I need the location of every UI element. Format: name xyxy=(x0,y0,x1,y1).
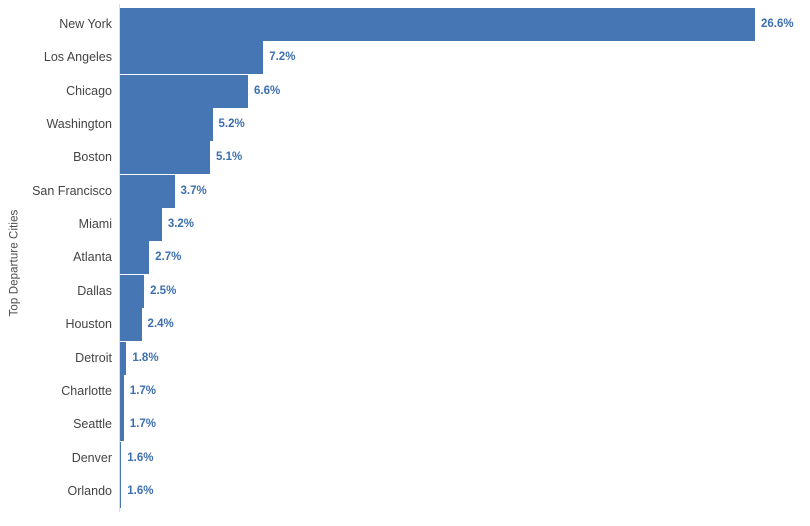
bar[interactable] xyxy=(120,408,124,442)
category-label: Washington xyxy=(46,117,112,132)
category-label: Seattle xyxy=(73,417,112,432)
category-label: Dallas xyxy=(77,283,112,298)
bar-row: Los Angeles 7.2% xyxy=(0,41,810,75)
bar-row: Chicago 6.6% xyxy=(0,74,810,108)
bar-value-label: 1.6% xyxy=(127,484,154,497)
bar-row: Detroit 1.8% xyxy=(0,341,810,375)
category-label: San Francisco xyxy=(32,183,112,198)
bar-row: Dallas 2.5% xyxy=(0,274,810,308)
bar-value-label: 1.8% xyxy=(132,351,159,364)
bar-value-label: 5.2% xyxy=(218,118,245,131)
category-label: Denver xyxy=(71,450,112,465)
bar-value-label: 2.4% xyxy=(147,318,174,331)
bar[interactable] xyxy=(120,441,122,475)
bar-value-label: 7.2% xyxy=(269,51,296,64)
bar-value-label: 3.2% xyxy=(167,218,195,231)
category-label: Orlando xyxy=(67,483,112,498)
category-label: Houston xyxy=(65,317,112,332)
category-label: Charlotte xyxy=(61,383,112,398)
bar-value-label: 2.7% xyxy=(155,251,182,264)
bar[interactable] xyxy=(120,341,127,375)
category-label: Atlanta xyxy=(73,250,112,265)
bar-value-label: 1.7% xyxy=(129,418,157,431)
bar-value-label: 3.7% xyxy=(180,184,207,197)
bar-row: Boston 5.1% xyxy=(0,141,810,175)
bar[interactable] xyxy=(120,474,122,508)
category-label: New York xyxy=(59,17,112,31)
bar-value-label: 26.6% xyxy=(761,18,794,30)
category-label: Chicago xyxy=(66,83,112,98)
bar-row: Washington 5.2% xyxy=(0,108,810,142)
y-axis-line xyxy=(119,4,120,512)
bar[interactable] xyxy=(120,374,124,408)
bar-row: Seattle 1.7% xyxy=(0,408,810,442)
bar-row: Denver 1.6% xyxy=(0,441,810,475)
bar-row: New York 26.6% xyxy=(0,8,810,41)
bar-value-label: 2.5% xyxy=(150,284,177,297)
bar[interactable] xyxy=(120,141,210,175)
category-label: Los Angeles xyxy=(43,50,112,65)
bar-row: Charlotte 1.7% xyxy=(0,374,810,408)
category-label: Detroit xyxy=(75,350,112,365)
bar[interactable] xyxy=(120,41,264,75)
bar[interactable] xyxy=(120,174,175,208)
bar-value-label: 6.6% xyxy=(254,84,281,97)
category-label: Boston xyxy=(73,150,112,165)
bar[interactable] xyxy=(120,8,755,41)
bar-value-label: 1.6% xyxy=(127,451,154,464)
bar-row: Orlando 1.6% xyxy=(0,474,810,508)
bar-row: Houston 2.4% xyxy=(0,308,810,342)
bar[interactable] xyxy=(120,108,213,142)
bar[interactable] xyxy=(120,274,145,308)
bar[interactable] xyxy=(120,308,142,342)
bar-row: Miami 3.2% xyxy=(0,208,810,242)
bar-row: San Francisco 3.7% xyxy=(0,174,810,208)
bar-value-label: 1.7% xyxy=(129,384,157,397)
category-label: Miami xyxy=(78,217,112,232)
bar[interactable] xyxy=(120,241,150,275)
bar[interactable] xyxy=(120,208,162,242)
bar-row: Atlanta 2.7% xyxy=(0,241,810,275)
bar[interactable] xyxy=(120,74,248,108)
bar-value-label: 5.1% xyxy=(215,151,243,164)
